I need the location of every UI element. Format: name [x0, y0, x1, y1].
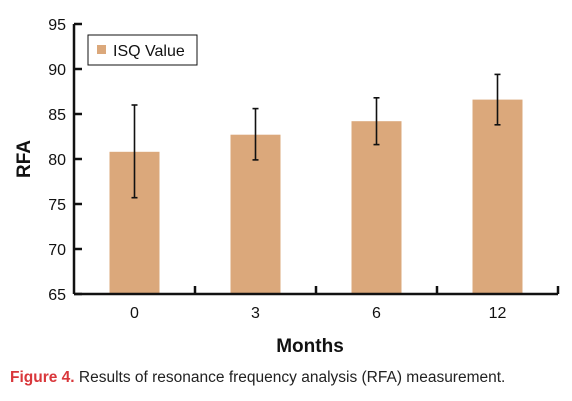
- x-tick-label: 12: [489, 305, 507, 322]
- bar: [472, 99, 523, 294]
- bar: [351, 121, 402, 294]
- figure-label: Figure 4.: [10, 369, 75, 386]
- y-tick-label: 95: [48, 17, 66, 34]
- bar-chart: 65 70 75 80 85 90 95 0 3 6 12 RFA Months ISQ Valu…: [14, 17, 560, 357]
- bar: [230, 134, 281, 294]
- bars: [109, 99, 523, 294]
- legend-label: ISQ Value: [113, 43, 185, 60]
- x-tick-label: 6: [372, 305, 381, 322]
- x-axis-ticks: 0 3 6 12: [130, 286, 560, 322]
- error-bar: [494, 73, 501, 126]
- figure-caption: Figure 4. Results of resonance frequency…: [10, 369, 570, 387]
- error-bar: [131, 104, 138, 199]
- y-axis-title: RFA: [14, 140, 35, 178]
- error-bars: [131, 73, 501, 199]
- legend-swatch: [97, 45, 106, 54]
- legend: ISQ Value: [87, 34, 198, 66]
- y-axis-ticks: 65 70 75 80 85 90 95: [48, 17, 82, 304]
- x-tick-label: 3: [251, 305, 260, 322]
- y-tick-label: 85: [48, 107, 66, 124]
- legend-box: [87, 34, 198, 66]
- y-tick-label: 75: [48, 197, 66, 214]
- x-tick-label: 0: [130, 305, 139, 322]
- y-tick-label: 65: [48, 287, 66, 304]
- y-tick-label: 70: [48, 242, 66, 259]
- x-axis-title: Months: [276, 336, 344, 357]
- error-bar: [252, 107, 259, 161]
- error-bar: [373, 97, 380, 146]
- y-tick-label: 90: [48, 62, 66, 79]
- caption-text: Results of resonance frequency analysis …: [74, 369, 506, 386]
- y-tick-label: 80: [48, 152, 66, 169]
